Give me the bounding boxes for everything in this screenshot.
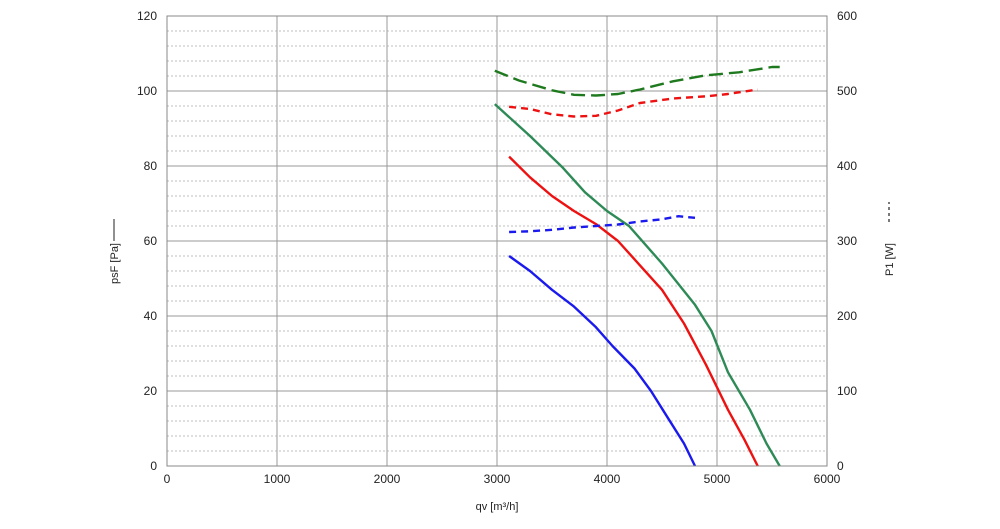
y-left-tick-label: 100: [137, 84, 157, 98]
y-right-tick-label: 200: [837, 309, 857, 323]
y-axis-left-title: psF [Pa]: [109, 243, 121, 284]
x-tick-label: 5000: [704, 472, 731, 486]
y-right-tick-label: 100: [837, 384, 857, 398]
y-right-tick-label: 400: [837, 159, 857, 173]
y-right-tick-label: 300: [837, 234, 857, 248]
y-left-tick-label: 20: [144, 384, 158, 398]
y-left-tick-label: 60: [144, 234, 158, 248]
pressure-curve-0: [493, 103, 781, 467]
power-curve-4: [508, 88, 758, 118]
power-curve-5: [509, 214, 696, 234]
y-right-tick-label: 600: [837, 9, 857, 23]
x-tick-label: 6000: [814, 472, 841, 486]
y-left-tick-label: 120: [137, 9, 157, 23]
pressure-curve-2: [508, 255, 697, 467]
x-tick-label: 2000: [374, 472, 401, 486]
y-right-tick-label: 0: [837, 459, 844, 473]
x-tick-label: 3000: [484, 472, 511, 486]
pressure-curve-1: [508, 155, 759, 467]
x-tick-label: 4000: [594, 472, 621, 486]
x-axis-title: qv [m³/h]: [476, 501, 519, 513]
x-tick-label: 1000: [264, 472, 291, 486]
y-left-tick-label: 0: [150, 459, 157, 473]
y-left-tick-label: 80: [144, 159, 158, 173]
plot-frame: [166, 15, 828, 467]
y-left-tick-label: 40: [144, 309, 158, 323]
y-axis-right-title: P1 [W]: [884, 243, 896, 276]
x-tick-label: 0: [164, 472, 171, 486]
y-right-tick-label: 500: [837, 84, 857, 98]
